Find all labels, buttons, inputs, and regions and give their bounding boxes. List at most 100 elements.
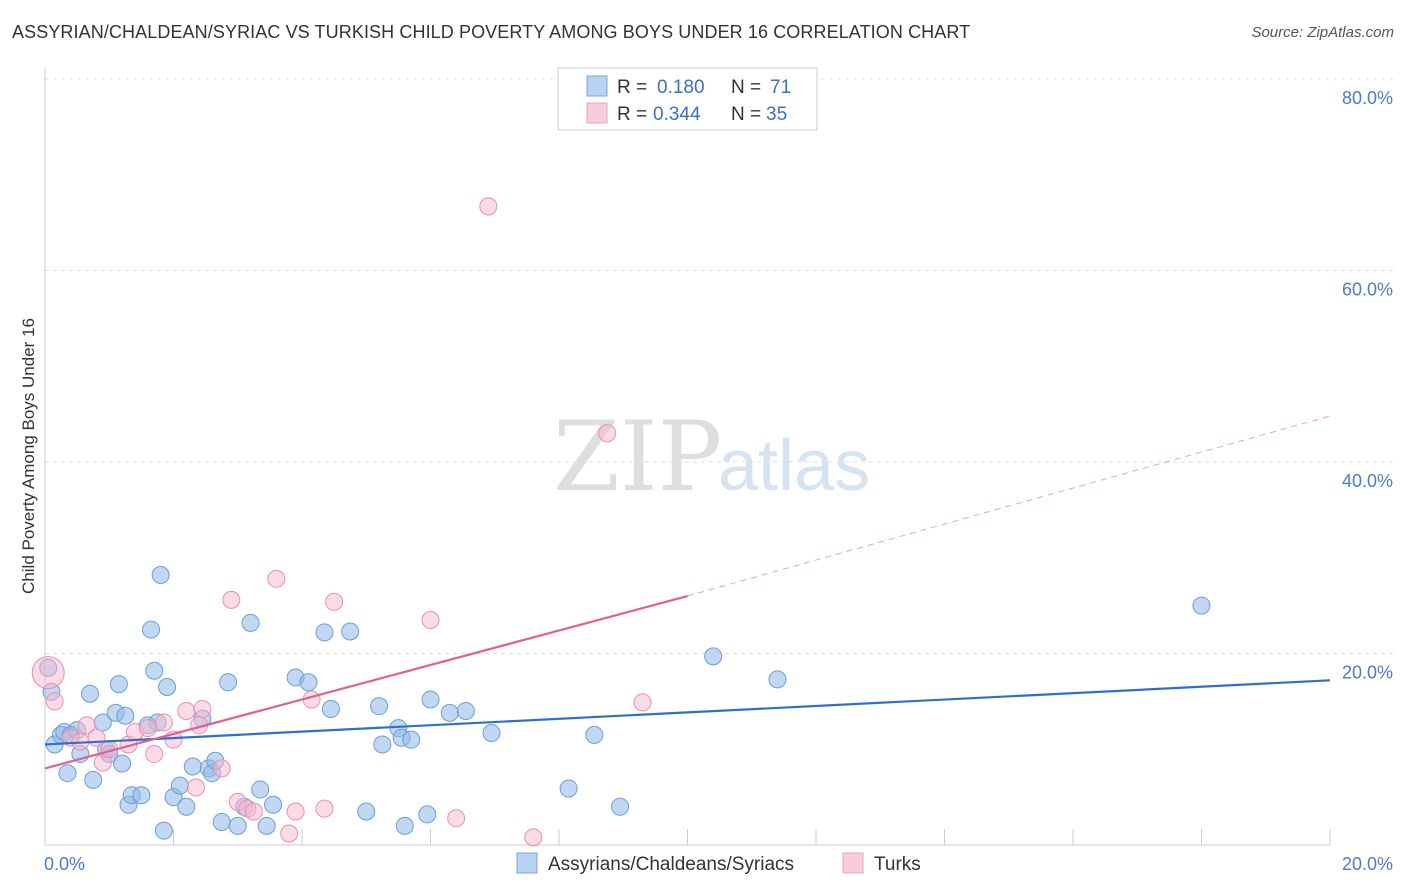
point-assyrians-58 (440, 703, 459, 722)
legend-r-value-2: 0.344 (653, 104, 701, 125)
point-turks-12 (154, 713, 173, 732)
point-assyrians-26 (154, 821, 173, 840)
point-assyrians-66 (1192, 596, 1211, 615)
series-assyrians (39, 565, 1211, 840)
point-turks-1 (45, 692, 64, 711)
point-assyrians-10 (84, 770, 103, 789)
point-assyrians-62 (585, 725, 604, 744)
point-assyrians-42 (257, 816, 276, 835)
point-assyrians-15 (109, 675, 128, 694)
point-turks-23 (267, 569, 286, 588)
bottom-legend-swatch-assyrians (516, 852, 538, 874)
x-tick-labels: 0.0% 20.0% (44, 854, 1393, 874)
bottom-legend: Assyrians/Chaldeans/Syriacs Turks (516, 852, 921, 875)
point-assyrians-61 (559, 779, 578, 798)
legend-r-label-2: R = (617, 104, 647, 125)
point-turks-31 (479, 197, 498, 216)
point-turks-32 (524, 828, 543, 847)
legend-r-value-1: 0.180 (657, 77, 705, 98)
point-turks-30 (447, 809, 466, 828)
point-turks-18 (212, 759, 231, 778)
point-turks-10 (138, 719, 157, 738)
point-assyrians-43 (264, 795, 283, 814)
point-turks-28 (325, 592, 344, 611)
watermark-atlas: atlas (718, 426, 870, 506)
legend-n-label-1: N = (731, 77, 761, 98)
point-turks-4 (77, 716, 96, 735)
axes (44, 67, 1331, 846)
watermark: ZIP atlas (553, 401, 870, 513)
y-tick-label-40: 40.0% (1342, 471, 1393, 491)
chart-title: ASSYRIAN/CHALDEAN/SYRIAC VS TURKISH CHIL… (12, 22, 971, 42)
point-assyrians-47 (321, 700, 340, 719)
point-assyrians-23 (145, 661, 164, 680)
point-turks-25 (286, 802, 305, 821)
point-turks-14 (177, 701, 196, 720)
point-assyrians-38 (228, 816, 247, 835)
point-assyrians-56 (418, 805, 437, 824)
point-turks-27 (315, 799, 334, 818)
bottom-legend-swatch-turks (842, 852, 864, 874)
point-turks-29 (421, 610, 440, 629)
point-assyrians-25 (151, 565, 170, 584)
point-assyrians-48 (341, 622, 360, 641)
x-tick-label-0: 0.0% (44, 854, 85, 874)
legend-r-label-1: R = (617, 77, 647, 98)
legend-n-value-2: 35 (766, 104, 787, 125)
x-tick-label-20: 20.0% (1342, 854, 1393, 874)
point-assyrians-60 (482, 723, 501, 742)
point-turks-24 (280, 824, 299, 843)
legend-swatch-assyrians (586, 75, 608, 97)
point-assyrians-41 (251, 780, 270, 799)
point-assyrians-49 (357, 802, 376, 821)
point-assyrians-63 (611, 797, 630, 816)
y-axis-label: Child Poverty Among Boys Under 16 (19, 318, 38, 594)
point-assyrians-45 (299, 673, 318, 692)
point-assyrians-9 (80, 684, 99, 703)
point-assyrians-30 (177, 797, 196, 816)
y-tick-labels: 20.0% 40.0% 60.0% 80.0% (1342, 88, 1393, 683)
point-turks-17 (193, 700, 212, 719)
bottom-legend-label-turks: Turks (874, 854, 921, 875)
series-turks (31, 197, 652, 847)
y-tick-label-80: 80.0% (1342, 88, 1393, 108)
bottom-legend-label-assyrians: Assyrians/Chaldeans/Syriacs (548, 854, 794, 875)
point-turks-11 (145, 745, 164, 764)
point-assyrians-57 (421, 690, 440, 709)
point-assyrians-20 (132, 786, 151, 805)
point-turks-33 (598, 424, 617, 443)
point-assyrians-22 (142, 620, 161, 639)
point-assyrians-27 (158, 678, 177, 697)
point-assyrians-51 (373, 735, 392, 754)
legend-swatch-turks (586, 102, 608, 124)
legend: R = 0.180 N = 71 R = 0.344 N = 35 (557, 67, 818, 131)
point-assyrians-50 (370, 697, 389, 716)
point-assyrians-65 (768, 670, 787, 689)
trend-lines (44, 415, 1331, 770)
gridlines (45, 78, 1393, 654)
point-assyrians-55 (402, 730, 421, 749)
trend-line-turks-extended (687, 415, 1331, 597)
chart-source: Source: ZipAtlas.com (1251, 24, 1394, 41)
point-assyrians-16 (113, 754, 132, 773)
y-tick-label-20: 20.0% (1342, 663, 1393, 683)
point-turks-0 (31, 656, 65, 690)
point-assyrians-31 (183, 757, 202, 776)
watermark-zip: ZIP (553, 401, 722, 513)
point-assyrians-46 (315, 623, 334, 642)
trend-line-turks (44, 594, 688, 770)
point-assyrians-59 (456, 701, 475, 720)
legend-n-label-2: N = (731, 104, 761, 125)
point-assyrians-36 (212, 813, 231, 832)
point-turks-15 (186, 778, 205, 797)
point-assyrians-54 (395, 816, 414, 835)
y-tick-label-60: 60.0% (1342, 280, 1393, 300)
point-turks-34 (633, 693, 652, 712)
point-assyrians-5 (58, 764, 77, 783)
trend-line-assyrians (44, 679, 1331, 746)
point-turks-19 (222, 590, 241, 609)
point-assyrians-17 (116, 706, 135, 725)
point-assyrians-40 (241, 613, 260, 632)
point-assyrians-64 (704, 647, 723, 666)
